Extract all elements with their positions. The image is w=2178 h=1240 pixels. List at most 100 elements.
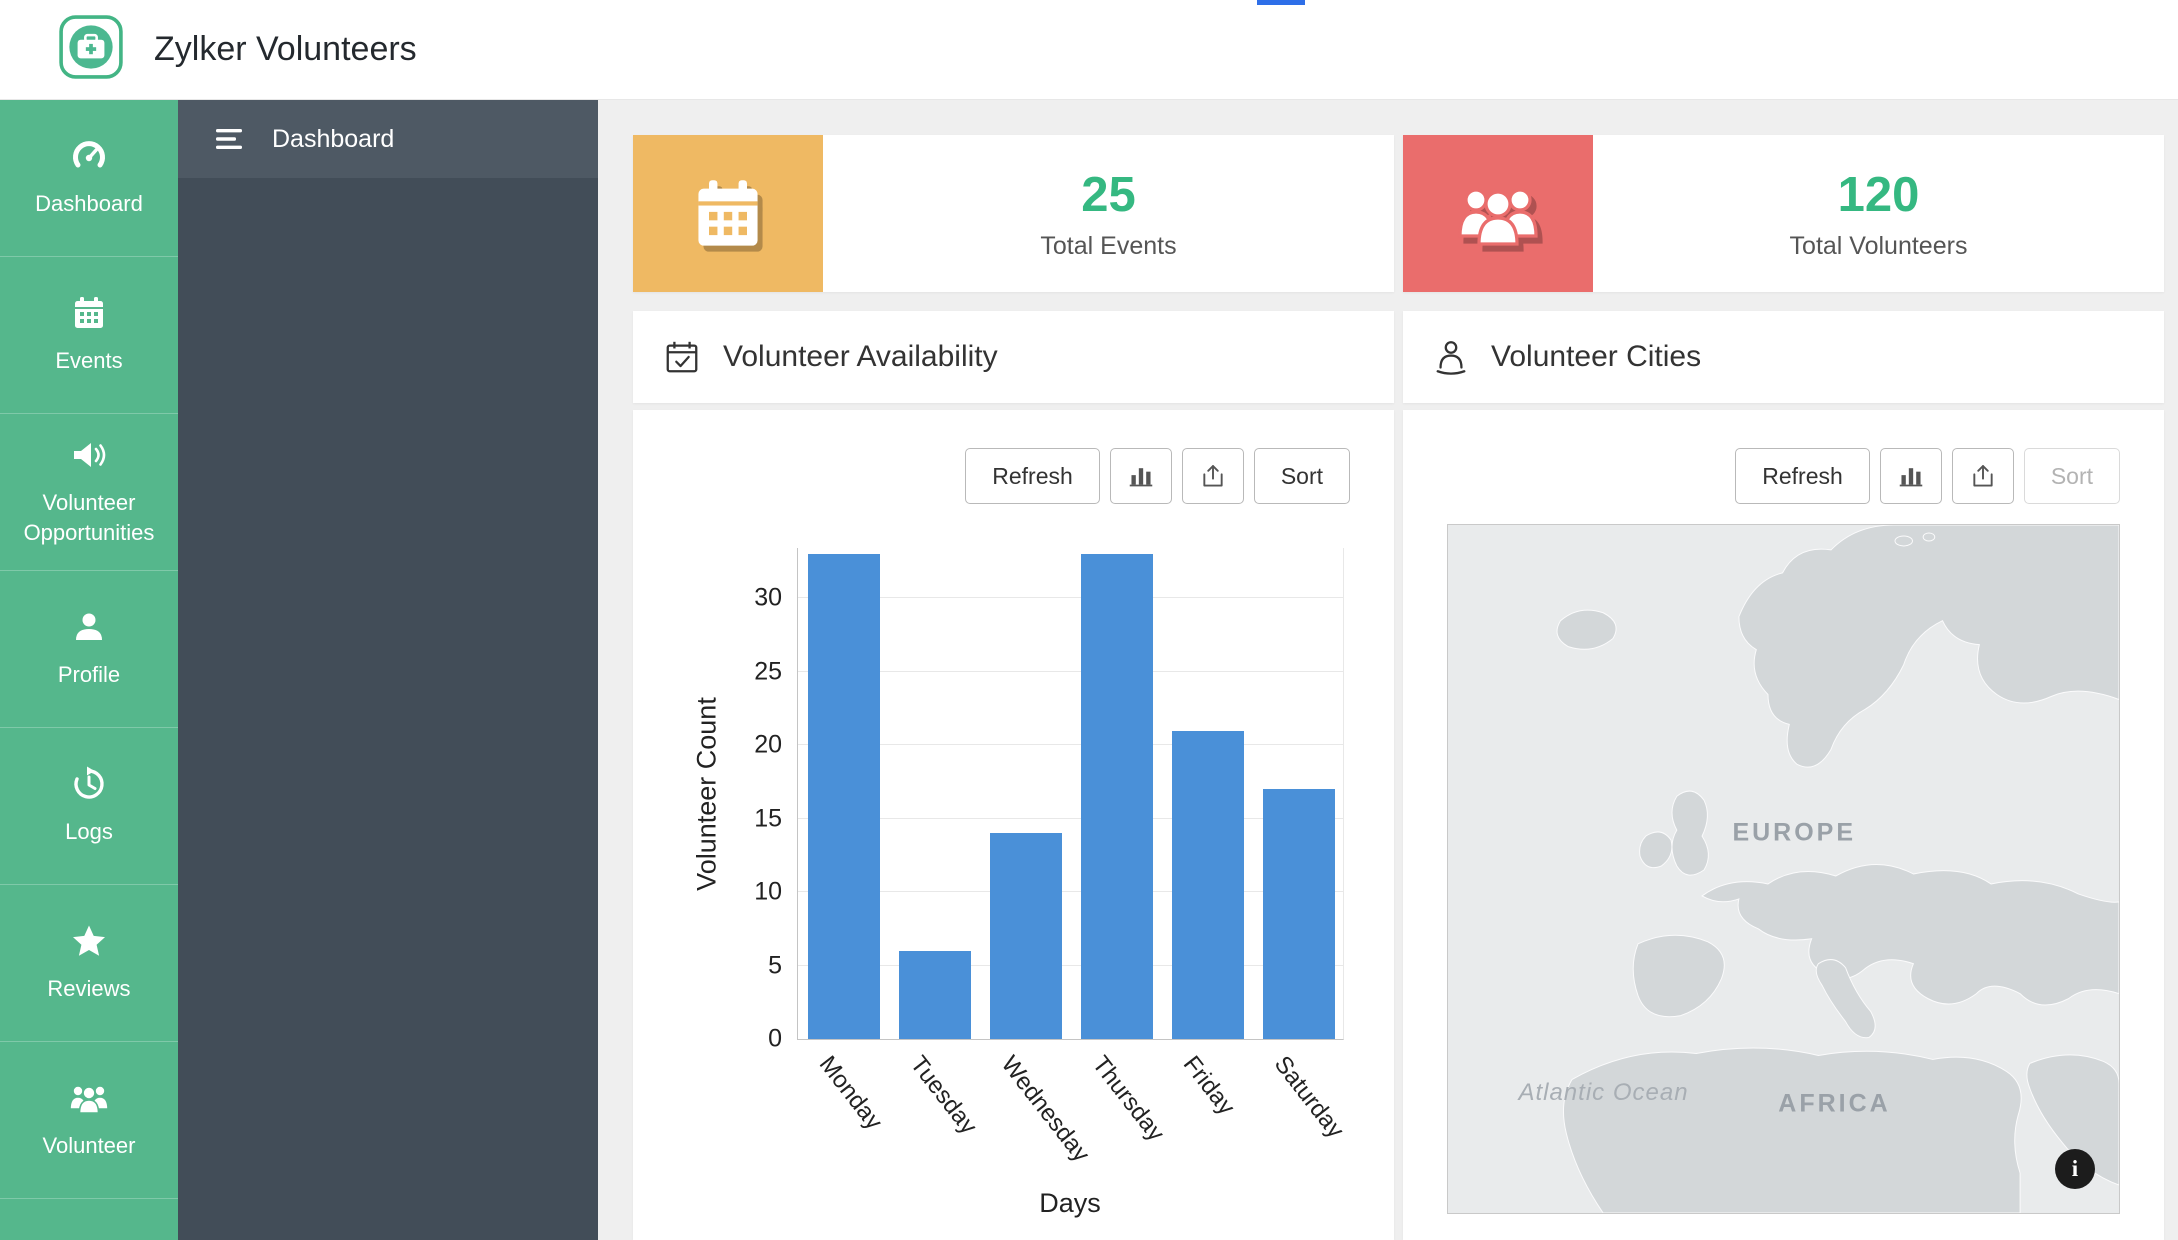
y-tick-label: 20: [754, 730, 782, 759]
refresh-button[interactable]: Refresh: [965, 448, 1100, 504]
calendar-icon: [75, 296, 103, 328]
x-tick-label: Tuesday: [904, 1051, 982, 1140]
y-tick-label: 30: [754, 583, 782, 612]
availability-toolbar: Refresh: [677, 448, 1350, 504]
secondary-sidebar: Dashboard: [178, 100, 598, 1240]
sidebar-item-events[interactable]: Events: [0, 257, 178, 414]
bar-chart-icon: [1899, 468, 1923, 487]
europe-africa-map: [1556, 525, 2119, 1213]
bar-wednesday[interactable]: [989, 833, 1062, 1039]
subnav-item-dashboard[interactable]: Dashboard: [178, 100, 598, 178]
calendar-check-icon: [666, 341, 698, 373]
panel-title: Volunteer Availability: [723, 340, 998, 373]
y-axis-label: Volunteer Count: [691, 697, 722, 891]
sidebar-item-label: Volunteer: [42, 1132, 136, 1158]
app-title: Zylker Volunteers: [154, 30, 417, 68]
gridline: [798, 817, 1343, 819]
megaphone-icon: [74, 442, 106, 467]
total-volunteers-label: Total Volunteers: [1789, 231, 1968, 260]
y-tick-label: 10: [754, 877, 782, 906]
bar-tuesday[interactable]: [898, 950, 971, 1039]
list-icon: [216, 129, 242, 149]
calendar-icon: [698, 179, 758, 246]
chart-type-button[interactable]: [1109, 448, 1172, 504]
sidebar-item-logs[interactable]: Logs: [0, 728, 178, 885]
gridline: [798, 891, 1343, 893]
volunteer-availability-body: Refresh: [633, 410, 1394, 1240]
y-tick-label: 15: [754, 804, 782, 833]
x-tick-label: Friday: [1177, 1051, 1241, 1121]
bar-monday[interactable]: [807, 554, 880, 1039]
chart-type-button[interactable]: [1879, 448, 1942, 504]
sidebar-item-label: Reviews: [47, 975, 131, 1001]
gauge-icon: [73, 140, 105, 168]
total-volunteers-value: 120: [1837, 167, 1920, 222]
total-volunteers-body: 120 Total Volunteers: [1593, 135, 2164, 292]
person-pin-icon: [1436, 341, 1466, 375]
sidebar-item-reviews[interactable]: Reviews: [0, 885, 178, 1042]
subnav-item-label: Dashboard: [272, 124, 395, 153]
refresh-button[interactable]: Refresh: [1735, 448, 1870, 504]
total-events-value: 25: [1081, 167, 1136, 222]
loading-indicator: [1257, 0, 1305, 5]
app-logo: [58, 14, 124, 85]
total-events-tile: [633, 135, 823, 292]
total-volunteers-tile: [1403, 135, 1593, 292]
cities-toolbar: Refresh: [1447, 448, 2120, 504]
app-header: Zylker Volunteers: [0, 0, 2178, 100]
sidebar-item-label: Events: [55, 347, 123, 373]
y-tick-label: 25: [754, 657, 782, 686]
export-icon: [1203, 465, 1223, 487]
map-label-africa: AFRICA: [1778, 1089, 1891, 1118]
total-events-card: 25 Total Events: [633, 135, 1394, 292]
sidebar-item-dashboard[interactable]: Dashboard: [0, 100, 178, 257]
sort-button[interactable]: Sort: [1253, 448, 1350, 504]
map-label-ocean: Atlantic Ocean: [1518, 1078, 1689, 1106]
export-button[interactable]: [1951, 448, 2014, 504]
total-volunteers-card: 120 Total Volunteers: [1403, 135, 2164, 292]
people-icon: [69, 1084, 109, 1114]
gridline: [798, 597, 1343, 599]
bar-friday[interactable]: [1172, 730, 1245, 1039]
volunteer-cities-header: Volunteer Cities: [1403, 311, 2164, 403]
availability-bar-chart: Volunteer Count 0 5 10 15 20 25 30 Monday Tuesd…: [677, 548, 1350, 1240]
history-icon: [74, 766, 104, 799]
info-icon[interactable]: i: [2055, 1149, 2095, 1189]
x-tick-label: Thursday: [1086, 1051, 1170, 1147]
bar-thursday[interactable]: [1081, 554, 1154, 1039]
map-label-europe: EUROPE: [1732, 818, 1857, 847]
x-tick-label: Wednesday: [995, 1051, 1095, 1168]
sidebar-item-profile[interactable]: Profile: [0, 571, 178, 728]
gridline: [798, 670, 1343, 672]
sidebar-item-label: Logs: [65, 818, 113, 844]
people-icon: [1458, 187, 1538, 246]
x-tick-label: Monday: [813, 1051, 888, 1135]
export-icon: [1973, 465, 1993, 487]
sidebar-item-volunteer[interactable]: Volunteer: [0, 1042, 178, 1199]
gridline: [798, 964, 1343, 966]
x-axis-label: Days: [1039, 1188, 1101, 1218]
bar-saturday[interactable]: [1263, 789, 1336, 1039]
gridline: [798, 744, 1343, 746]
main-content: 25 Total Events 120 Total Volunteers: [598, 100, 2178, 1240]
export-button[interactable]: [1181, 448, 1244, 504]
total-events-body: 25 Total Events: [823, 135, 1394, 292]
y-tick-label: 5: [768, 951, 782, 980]
person-icon: [76, 613, 102, 640]
volunteer-availability-panel: Volunteer Availability Refresh: [633, 311, 1394, 1240]
bar-chart-icon: [1129, 468, 1153, 487]
volunteer-cities-map[interactable]: EUROPE AFRICA Atlantic Ocean i: [1447, 524, 2120, 1214]
sidebar-item-volunteer-opportunities[interactable]: Volunteer Opportunities: [0, 414, 178, 571]
primary-sidebar: Dashboard Events Volunteer Opportunities…: [0, 100, 178, 1240]
x-tick-label: Saturday: [1269, 1051, 1350, 1144]
total-events-label: Total Events: [1040, 231, 1177, 260]
plot-area: 0 5 10 15 20 25 30: [754, 548, 1344, 1053]
volunteer-cities-body: Refresh: [1403, 410, 2164, 1240]
sort-button: Sort: [2023, 448, 2120, 504]
volunteer-cities-panel: Volunteer Cities Refresh: [1403, 311, 2164, 1240]
volunteer-availability-header: Volunteer Availability: [633, 311, 1394, 403]
sidebar-item-label: Volunteer Opportunities: [23, 489, 155, 545]
sidebar-item-label: Dashboard: [35, 190, 143, 216]
star-icon: [73, 925, 105, 956]
panel-title: Volunteer Cities: [1491, 340, 1702, 373]
